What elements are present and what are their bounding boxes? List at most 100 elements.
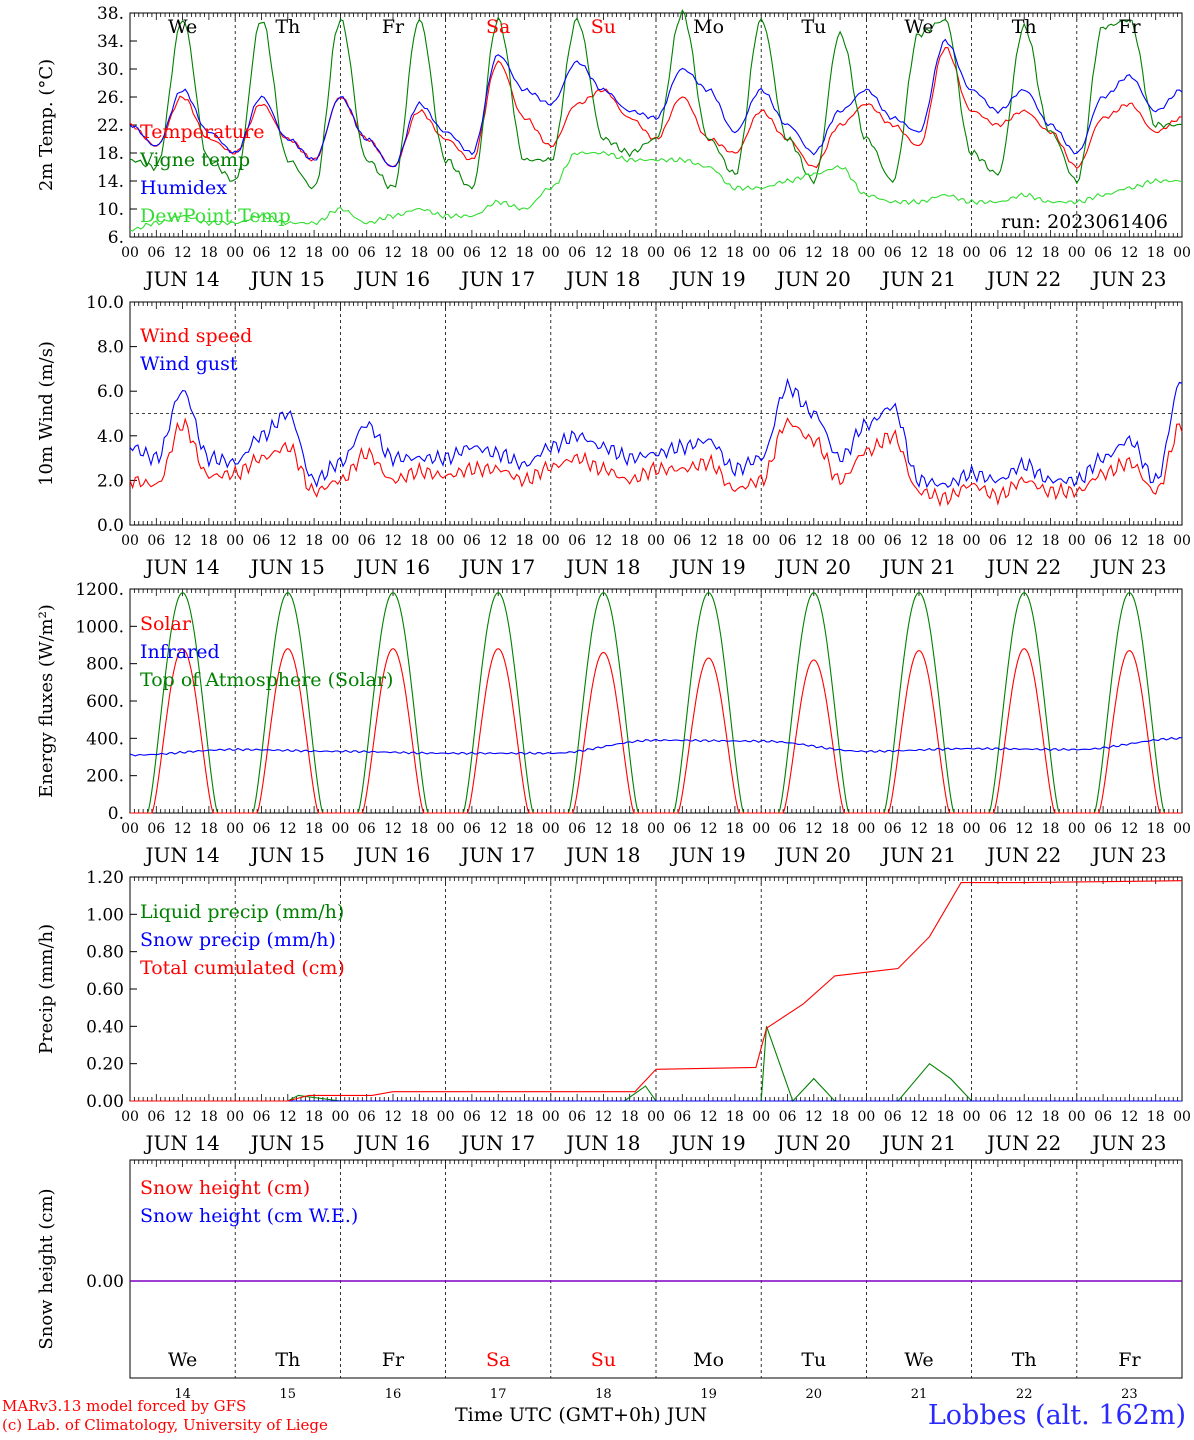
hour-tick-label: 06 [673,245,691,261]
weekday-label: Th [275,1349,300,1371]
hour-tick-label: 00 [542,533,560,549]
hour-tick-label: 12 [700,821,718,837]
day-number: 15 [280,1387,297,1402]
legend-entry: Temperature [140,121,264,143]
y-tick-label: 600. [86,692,124,712]
hour-tick-label: 18 [305,821,323,837]
day-label: JUN 16 [354,267,430,291]
day-label: JUN 17 [459,843,535,867]
hour-tick-label: 00 [1173,245,1191,261]
hour-tick-label: 00 [121,245,139,261]
hour-tick-label: 12 [279,821,297,837]
hour-tick-label: 12 [489,533,507,549]
hour-tick-label: 00 [437,245,455,261]
hour-tick-label: 06 [779,245,797,261]
location-label: Lobbes (alt. 162m) [927,1400,1186,1431]
hour-tick-label: 06 [463,1109,481,1125]
day-label: JUN 22 [985,1131,1061,1155]
hour-tick-label: 06 [779,1109,797,1125]
hour-tick-label: 12 [910,245,928,261]
hour-tick-label: 18 [516,245,534,261]
day-number: 18 [595,1387,612,1402]
day-label: JUN 21 [880,555,956,579]
hour-tick-label: 00 [963,533,981,549]
panel-3: 0. 200. 400. 600. 800. 1000. 1200. Energy fluxe… [36,580,1191,867]
y-tick-label: 30. [97,60,124,80]
y-tick-label: 2.0 [97,471,124,491]
hour-tick-label: 18 [1147,245,1165,261]
hour-tick-label: 06 [989,821,1007,837]
hour-tick-label: 18 [1042,821,1060,837]
hour-tick-label: 06 [463,821,481,837]
day-number: 21 [911,1387,928,1402]
y-tick-label: 0.00 [86,1272,124,1292]
day-label: JUN 17 [459,267,535,291]
legend-entry: Snow height (cm W.E.) [140,1205,358,1227]
x-axis-title: Time UTC (GMT+0h) JUN [455,1404,707,1426]
hour-tick-label: 00 [437,1109,455,1125]
hour-tick-label: 12 [910,821,928,837]
legend-entry: Humidex [140,177,227,199]
hour-tick-label: 12 [384,533,402,549]
day-label: JUN 15 [249,555,325,579]
hour-tick-label: 00 [226,1109,244,1125]
hour-tick-label: 06 [989,245,1007,261]
hour-tick-label: 00 [1068,821,1086,837]
hour-tick-label: 00 [331,533,349,549]
hour-tick-label: 06 [673,1109,691,1125]
hour-tick-label: 12 [174,533,192,549]
hour-tick-label: 06 [147,533,165,549]
legend-entry: Liquid precip (mm/h) [140,901,344,923]
hour-tick-label: 06 [358,245,376,261]
day-label: JUN 14 [144,555,220,579]
hour-tick-label: 18 [621,245,639,261]
hour-tick-label: 06 [989,1109,1007,1125]
hour-tick-label: 00 [857,821,875,837]
model-credits: MARv3.13 model forced by GFS (c) Lab. of… [2,1397,328,1435]
hour-tick-label: 00 [857,1109,875,1125]
hour-tick-label: 18 [516,1109,534,1125]
hour-tick-label: 18 [200,533,218,549]
y-tick-label: 1000. [75,617,124,637]
weekday-label: Sa [486,1349,510,1371]
hour-tick-label: 18 [516,533,534,549]
y-tick-label: 0. [108,804,124,824]
y-tick-label: 10.0 [86,293,124,313]
series-line-0 [130,1026,1182,1103]
hour-tick-label: 00 [121,533,139,549]
hour-tick-label: 06 [1094,533,1112,549]
day-label: JUN 16 [354,843,430,867]
hour-tick-label: 06 [358,1109,376,1125]
credit-line-model: MARv3.13 model forced by GFS [2,1397,247,1415]
day-label: JUN 15 [249,1131,325,1155]
day-label: JUN 15 [249,267,325,291]
day-label: JUN 14 [144,1131,220,1155]
hour-tick-label: 12 [594,1109,612,1125]
day-label: JUN 20 [775,555,851,579]
day-label: JUN 21 [880,843,956,867]
hour-tick-label: 06 [253,821,271,837]
hour-tick-label: 12 [1015,533,1033,549]
y-tick-label: 22. [97,116,124,136]
y-tick-label: 0.0 [97,516,124,536]
y-tick-label: 6. [108,228,124,248]
weekday-label: Th [1012,16,1037,38]
hour-tick-label: 18 [200,821,218,837]
hour-tick-label: 06 [253,245,271,261]
hour-tick-label: 00 [542,245,560,261]
hour-tick-label: 00 [857,533,875,549]
plot-frame [129,12,1183,238]
hour-tick-label: 00 [1068,1109,1086,1125]
hour-tick-label: 06 [147,1109,165,1125]
y-tick-label: 1200. [75,580,124,600]
y-axis-label: 10m Wind (m/s) [36,341,57,486]
hour-tick-label: 18 [936,245,954,261]
hour-tick-label: 00 [437,533,455,549]
hour-tick-label: 18 [200,1109,218,1125]
hour-tick-label: 06 [358,821,376,837]
plot-frame [129,588,1183,814]
hour-tick-label: 00 [963,821,981,837]
day-label: JUN 21 [880,1131,956,1155]
hour-tick-label: 00 [331,1109,349,1125]
y-tick-label: 1.00 [86,905,124,925]
